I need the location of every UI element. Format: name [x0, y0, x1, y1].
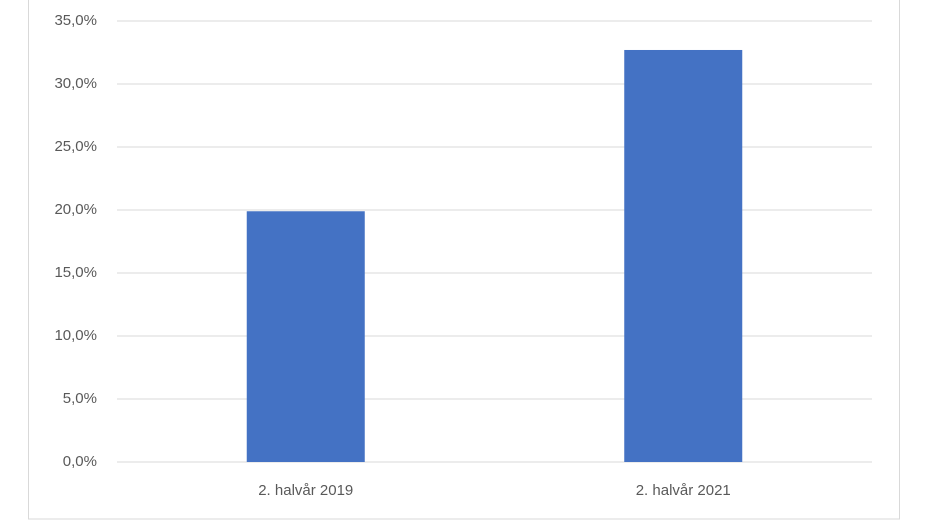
y-tick-label: 10,0% [54, 327, 97, 344]
y-tick-label: 5,0% [63, 390, 97, 407]
x-tick-label: 2. halvår 2021 [636, 482, 731, 499]
y-tick-label: 35,0% [54, 12, 97, 29]
y-tick-label: 30,0% [54, 75, 97, 92]
y-tick-label: 25,0% [54, 138, 97, 155]
chart-frame [28, 0, 900, 520]
y-tick-label: 15,0% [54, 264, 97, 281]
x-tick-label: 2. halvår 2019 [258, 482, 353, 499]
bar [624, 49, 743, 462]
y-tick-label: 0,0% [63, 453, 97, 470]
bar [246, 211, 365, 462]
y-tick-label: 20,0% [54, 201, 97, 218]
